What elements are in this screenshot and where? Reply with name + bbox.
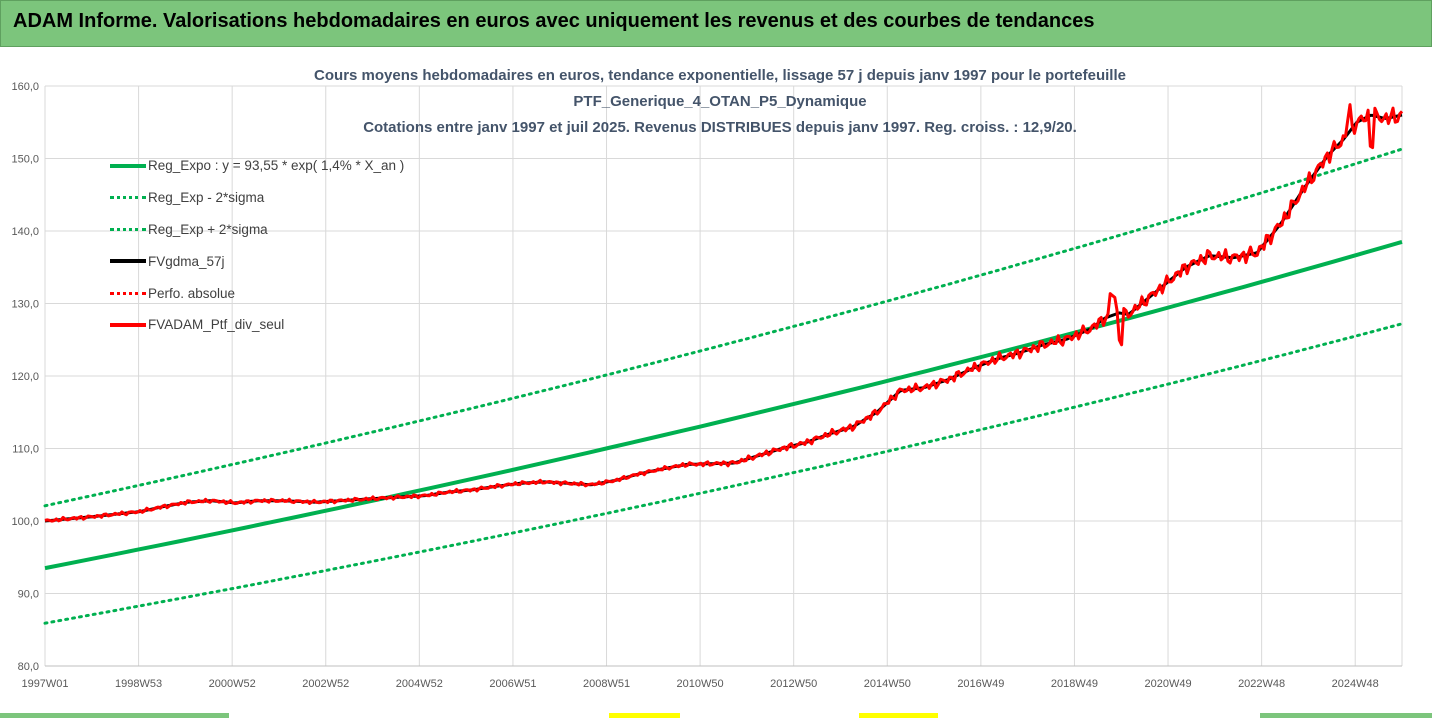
y-tick-label: 110,0 xyxy=(12,444,39,456)
legend-item-fvadam: FVADAM_Ptf_div_seul xyxy=(110,309,404,341)
legend-swatch-perfo xyxy=(110,291,146,295)
y-tick-label: 150,0 xyxy=(11,154,39,166)
x-tick-label: 2020W49 xyxy=(1144,678,1191,690)
x-tick-label: 2008W51 xyxy=(583,678,630,690)
legend-swatch-fvadam xyxy=(110,322,146,327)
legend-swatch-reg-minus xyxy=(110,196,146,200)
legend-item-reg-plus: Reg_Exp + 2*sigma xyxy=(110,214,404,246)
legend-label-fvadam: FVADAM_Ptf_div_seul xyxy=(148,317,285,333)
x-tick-label: 2012W50 xyxy=(770,678,817,690)
legend-swatch-fvgdma xyxy=(110,259,146,264)
legend-item-reg-expo: Reg_Expo : y = 93,55 * exp( 1,4% * X_an … xyxy=(110,150,404,182)
strip-segment xyxy=(608,713,681,718)
x-tick-label: 2010W50 xyxy=(677,678,724,690)
chart-svg: 80,0 90,0 100,0 110,0 120,0 130,0 140,0 150,0 16… xyxy=(11,81,1404,690)
axis-layer: 80,0 90,0 100,0 110,0 120,0 130,0 140,0 150,0 16… xyxy=(11,81,1402,690)
x-tick-label: 2006W51 xyxy=(489,678,536,690)
trend-lower-line xyxy=(43,322,1404,625)
trend-upper-line xyxy=(43,147,1404,508)
trend-line xyxy=(44,239,1403,571)
chart-area: 80,0 90,0 100,0 110,0 120,0 130,0 140,0 150,0 16… xyxy=(0,46,1432,718)
grid-layer xyxy=(44,85,1403,667)
perfo-absolue-line xyxy=(44,104,1403,522)
legend-item-fvgdma: FVgdma_57j xyxy=(110,245,404,277)
x-tick-label: 2004W52 xyxy=(396,678,443,690)
strip-segment xyxy=(0,713,230,718)
report-banner: ADAM Informe. Valorisations hebdomadaire… xyxy=(0,0,1432,47)
x-tick-label: 2018W49 xyxy=(1051,678,1098,690)
legend-item-reg-minus: Reg_Exp - 2*sigma xyxy=(110,182,404,214)
chart-title-line-2: PTF_Generique_4_OTAN_P5_Dynamique xyxy=(573,93,867,110)
report-title: ADAM Informe. Valorisations hebdomadaire… xyxy=(13,10,1095,32)
x-tick-label: 2014W50 xyxy=(864,678,911,690)
legend-item-perfo: Perfo. absolue xyxy=(110,277,404,309)
series-layer xyxy=(43,103,1404,625)
strip-segment xyxy=(859,713,938,718)
legend-label-reg-expo: Reg_Expo : y = 93,55 * exp( 1,4% * X_an … xyxy=(148,158,405,174)
x-tick-label: 2022W48 xyxy=(1238,678,1285,690)
chart-legend: Reg_Expo : y = 93,55 * exp( 1,4% * X_an … xyxy=(110,150,404,341)
strip-segment xyxy=(1260,713,1432,718)
chart-title-line-1: Cours moyens hebdomadaires en euros, ten… xyxy=(314,67,1126,84)
legend-swatch-reg-plus xyxy=(110,227,146,231)
x-tick-label: 2024W48 xyxy=(1332,678,1379,690)
x-tick-label: 2016W49 xyxy=(957,678,1004,690)
x-tick-label: 2002W52 xyxy=(302,678,349,690)
y-tick-label: 160,0 xyxy=(11,81,39,93)
chart-title-line-3: Cotations entre janv 1997 et juil 2025. … xyxy=(363,119,1077,136)
y-tick-label: 140,0 xyxy=(11,226,39,238)
y-tick-label: 100,0 xyxy=(11,516,39,528)
x-tick-label: 1998W53 xyxy=(115,678,162,690)
legend-label-reg-plus: Reg_Exp + 2*sigma xyxy=(148,221,268,237)
legend-label-fvgdma: FVgdma_57j xyxy=(148,253,225,269)
y-tick-label: 130,0 xyxy=(11,299,39,311)
bottom-color-strip xyxy=(0,713,1432,718)
legend-swatch-reg-expo xyxy=(110,163,146,168)
y-tick-label: 120,0 xyxy=(11,371,39,383)
y-tick-label: 90,0 xyxy=(18,589,39,601)
legend-label-reg-minus: Reg_Exp - 2*sigma xyxy=(148,190,265,206)
legend-label-perfo: Perfo. absolue xyxy=(148,285,236,301)
x-tick-label: 2000W52 xyxy=(209,678,256,690)
x-tick-label: 1997W01 xyxy=(21,678,68,690)
y-tick-label: 80,0 xyxy=(18,661,39,673)
